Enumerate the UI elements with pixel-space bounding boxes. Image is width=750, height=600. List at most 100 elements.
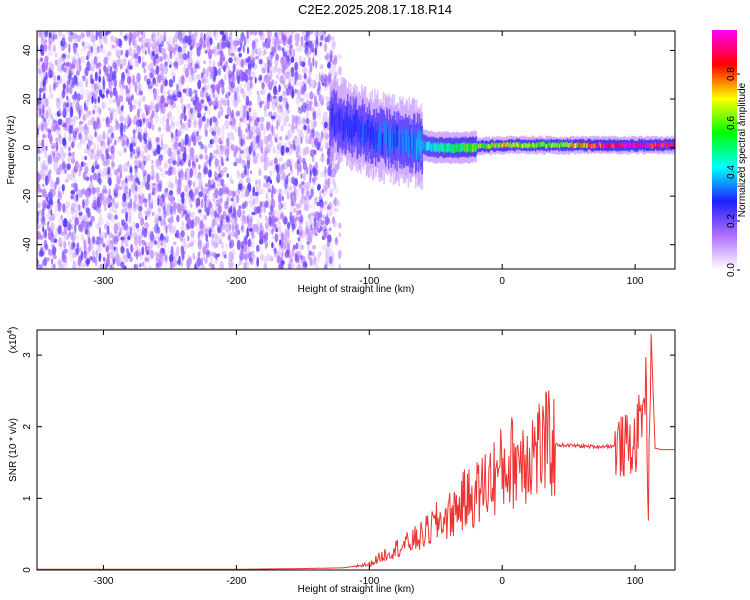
- noise-speck: [73, 74, 78, 85]
- noise-speck: [204, 154, 209, 160]
- signal-column: [526, 143, 529, 149]
- noise-speck: [216, 253, 220, 258]
- noise-speck: [249, 199, 253, 208]
- signal-column: [542, 141, 545, 147]
- noise-speck: [294, 138, 299, 147]
- noise-speck: [248, 107, 252, 113]
- noise-speck: [267, 75, 271, 84]
- noise-speck: [119, 63, 123, 70]
- noise-speck: [218, 235, 223, 242]
- noise-speck: [290, 44, 293, 49]
- signal-column: [446, 143, 449, 153]
- noise-speck: [132, 74, 136, 85]
- noise-speck: [94, 160, 98, 167]
- noise-speck: [63, 218, 68, 228]
- noise-speck: [274, 217, 278, 223]
- noise-speck: [226, 137, 230, 147]
- noise-speck: [125, 230, 130, 236]
- noise-speck: [210, 208, 215, 218]
- noise-speck: [44, 229, 48, 239]
- noise-speck: [47, 221, 50, 225]
- noise-speck: [86, 100, 91, 107]
- noise-speck: [114, 184, 119, 190]
- noise-speck: [197, 102, 202, 112]
- noise-speck: [305, 118, 310, 125]
- signal-column: [349, 115, 352, 138]
- noise-speck: [134, 159, 138, 166]
- noise-speck: [253, 113, 256, 119]
- noise-speck: [280, 145, 285, 156]
- noise-speck: [180, 47, 186, 55]
- noise-speck: [58, 164, 64, 171]
- noise-speck: [107, 166, 111, 175]
- noise-speck: [272, 146, 276, 154]
- noise-speck: [147, 85, 153, 89]
- noise-speck: [208, 200, 212, 211]
- noise-speck: [320, 34, 324, 41]
- noise-speck: [230, 72, 235, 83]
- noise-speck: [131, 221, 137, 232]
- noise-speck: [329, 179, 334, 185]
- noise-speck: [122, 192, 127, 202]
- signal-column: [589, 143, 592, 149]
- noise-speck: [150, 98, 155, 106]
- noise-speck: [178, 31, 183, 41]
- noise-speck: [327, 177, 331, 189]
- noise-speck: [233, 46, 237, 53]
- noise-speck: [81, 41, 85, 47]
- noise-speck: [208, 179, 211, 187]
- noise-speck: [138, 245, 142, 254]
- noise-speck: [263, 48, 267, 55]
- noise-speck: [107, 129, 111, 134]
- noise-speck: [275, 164, 279, 171]
- noise-speck: [271, 228, 274, 235]
- noise-speck: [172, 150, 176, 159]
- signal-column: [499, 142, 502, 148]
- noise-speck: [192, 181, 196, 188]
- noise-speck: [183, 238, 187, 248]
- signal-column: [426, 141, 428, 151]
- noise-speck: [134, 165, 138, 170]
- noise-speck: [155, 41, 159, 47]
- noise-speck: [297, 128, 301, 139]
- noise-speck: [222, 210, 227, 220]
- noise-speck: [140, 206, 143, 210]
- noise-speck: [70, 202, 76, 212]
- noise-speck: [316, 50, 322, 61]
- signal-column: [380, 124, 383, 146]
- noise-speck: [226, 146, 230, 158]
- noise-speck: [203, 33, 206, 42]
- signal-column: [422, 140, 425, 150]
- noise-speck: [312, 110, 316, 121]
- noise-speck: [274, 209, 279, 215]
- noise-speck: [100, 192, 103, 203]
- signal-column: [395, 123, 398, 146]
- noise-speck: [128, 46, 133, 57]
- noise-speck: [304, 78, 308, 85]
- noise-speck: [169, 205, 173, 216]
- noise-speck: [307, 76, 312, 84]
- noise-speck: [212, 132, 216, 137]
- noise-speck: [146, 207, 151, 213]
- signal-column: [452, 144, 454, 153]
- noise-speck: [120, 128, 124, 137]
- noise-speck: [270, 159, 274, 166]
- noise-speck: [153, 56, 157, 66]
- noise-speck: [287, 221, 291, 230]
- signal-column: [592, 143, 595, 149]
- noise-speck: [129, 102, 133, 113]
- signal-column: [377, 130, 380, 153]
- noise-speck: [187, 118, 192, 129]
- noise-speck: [319, 64, 324, 69]
- signal-column: [436, 143, 438, 152]
- noise-speck: [264, 222, 269, 230]
- noise-speck: [185, 193, 189, 200]
- noise-speck: [106, 31, 112, 34]
- noise-speck: [177, 130, 182, 137]
- noise-speck: [324, 55, 329, 60]
- noise-speck: [240, 59, 244, 68]
- signal-column: [349, 116, 351, 139]
- noise-speck: [253, 158, 259, 165]
- noise-speck: [290, 123, 295, 131]
- noise-speck: [96, 65, 101, 70]
